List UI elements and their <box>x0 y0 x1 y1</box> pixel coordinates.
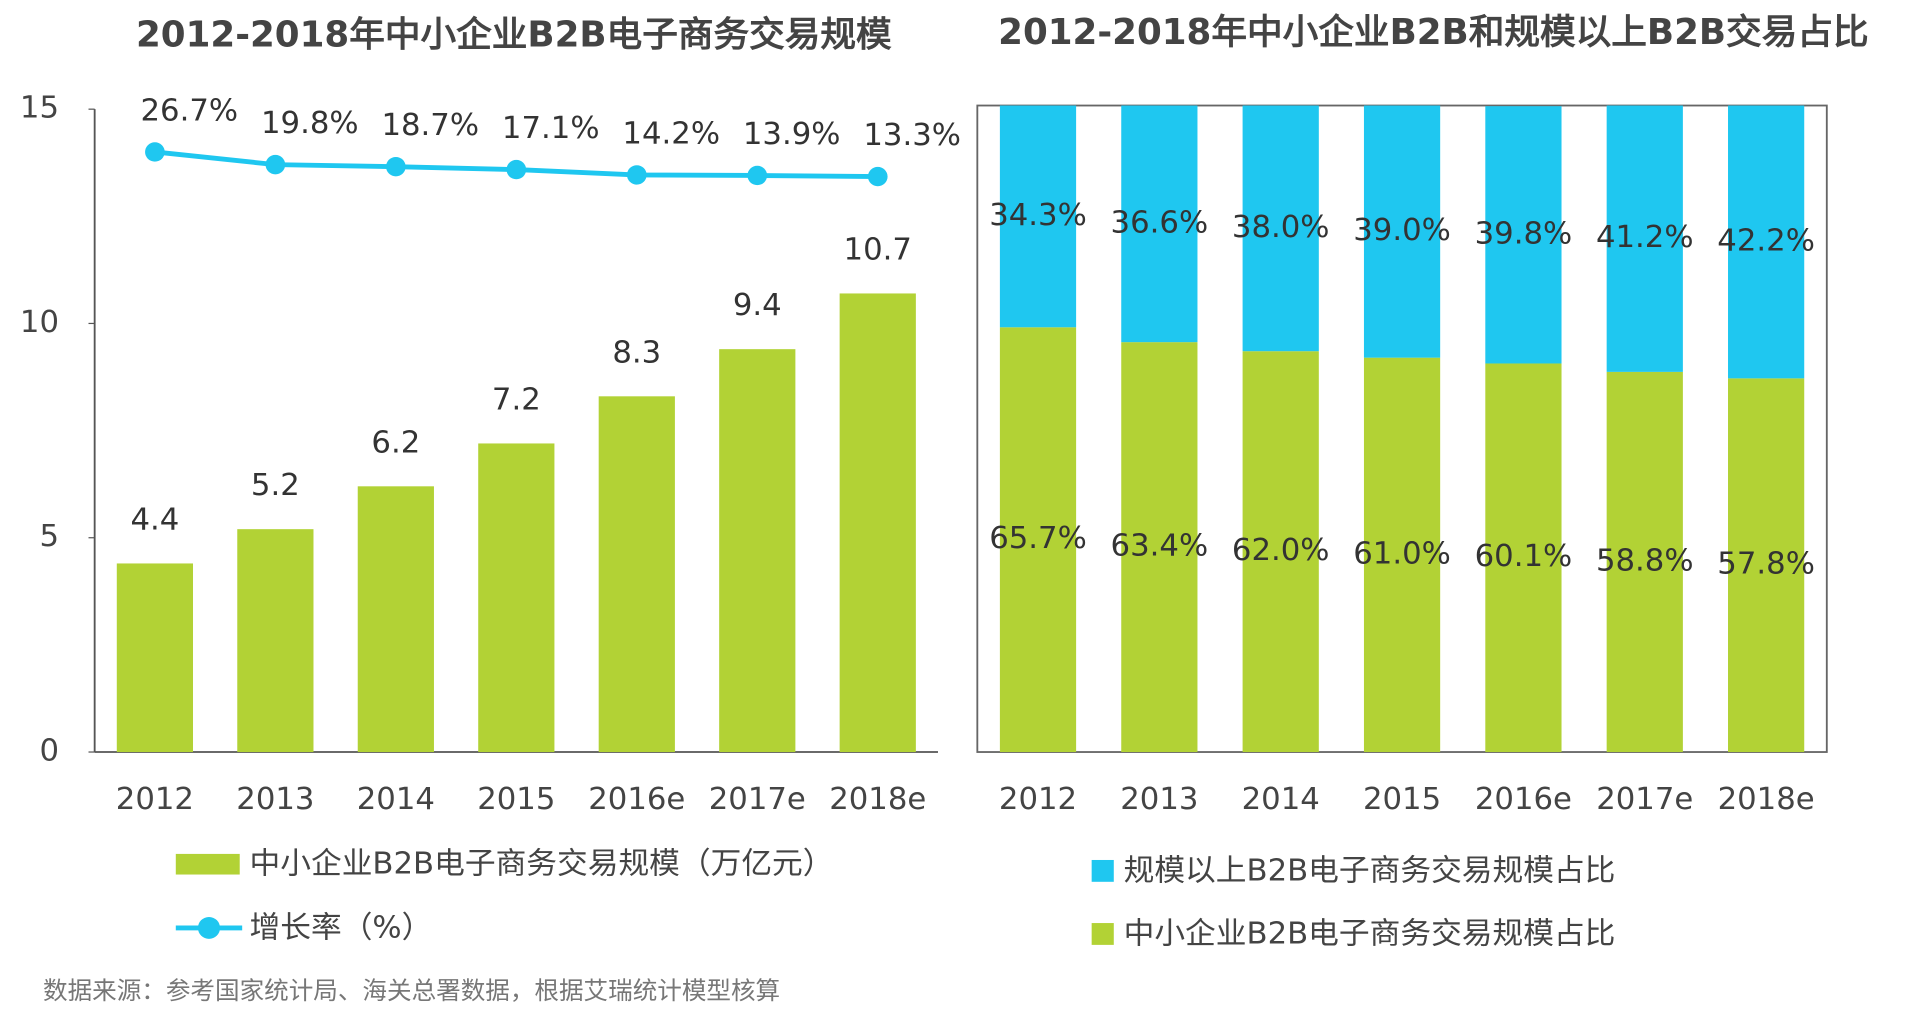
x-tick-label: 2018e <box>829 782 926 817</box>
x-tick-label: 2013 <box>1120 782 1198 817</box>
bar-value-label: 8.3 <box>612 335 661 370</box>
bar-value-label: 6.2 <box>371 425 420 460</box>
legend-label: 中小企业B2B电子商务交易规模（万亿元） <box>250 846 834 881</box>
segment-value-label: 60.1% <box>1475 539 1573 574</box>
line-point <box>506 159 527 180</box>
x-tick-label: 2015 <box>477 782 555 817</box>
bar-value-label: 7.2 <box>492 383 541 418</box>
line-value-label: 13.9% <box>743 117 841 152</box>
line-value-label: 26.7% <box>141 94 239 129</box>
stacked-bar-segment <box>1242 105 1319 352</box>
line-point <box>867 166 888 187</box>
x-tick-label: 2012 <box>999 782 1077 817</box>
stacked-bar-segment <box>1363 357 1441 753</box>
line-value-label: 19.8% <box>261 106 359 141</box>
segment-value-label: 62.0% <box>1232 533 1330 568</box>
legend-swatch <box>1091 859 1114 882</box>
x-tick-label: 2014 <box>1242 782 1320 817</box>
y-tick-label: 15 <box>20 91 59 126</box>
segment-value-label: 42.2% <box>1717 224 1815 259</box>
segment-value-label: 38.0% <box>1232 210 1330 245</box>
line-point <box>145 142 165 162</box>
bar <box>116 563 194 753</box>
line-value-label: 17.1% <box>502 111 600 146</box>
x-tick-label: 2018e <box>1718 782 1815 817</box>
legend-label: 中小企业B2B电子商务交易规模占比 <box>1124 917 1616 952</box>
stacked-bar-segment <box>999 105 1077 328</box>
line-point <box>747 165 768 186</box>
y-tick-label: 5 <box>39 519 59 554</box>
bar <box>237 529 314 753</box>
source-note: 数据来源：参考国家统计局、海关总署数据，根据艾瑞统计模型核算 <box>43 976 780 1005</box>
x-tick-label: 2015 <box>1363 782 1441 817</box>
stacked-bar-segment <box>1242 351 1319 753</box>
segment-value-label: 41.2% <box>1596 220 1694 255</box>
segment-value-label: 61.0% <box>1353 536 1451 571</box>
bar <box>478 443 555 753</box>
stacked-bar-segment <box>1728 378 1805 753</box>
bar-value-label: 5.2 <box>251 468 300 503</box>
line-value-label: 13.3% <box>863 118 961 153</box>
chart-title: 2012-2018年中小企业B2B和规模以上B2B交易占比 <box>998 12 1868 53</box>
bar-value-label: 4.4 <box>130 503 179 538</box>
stacked-bar-segment <box>1606 105 1683 372</box>
segment-value-label: 63.4% <box>1111 529 1209 564</box>
x-tick-label: 2012 <box>116 782 194 817</box>
x-tick-label: 2016e <box>588 782 685 817</box>
stacked-bar-segment <box>1606 371 1683 753</box>
segment-value-label: 57.8% <box>1717 547 1815 582</box>
stacked-bar-segment <box>1485 106 1562 364</box>
legend-label: 规模以上B2B电子商务交易规模占比 <box>1124 854 1616 889</box>
x-tick-label: 2014 <box>357 782 435 817</box>
line-point <box>386 156 406 177</box>
x-tick-label: 2017e <box>1596 782 1693 817</box>
segment-value-label: 36.6% <box>1111 205 1209 240</box>
bar <box>357 486 434 753</box>
y-tick-label: 0 <box>39 734 59 769</box>
line-value-label: 14.2% <box>622 117 720 152</box>
legend-swatch <box>197 916 221 939</box>
legend-label: 增长率（%） <box>250 911 433 946</box>
stacked-bar-segment <box>1121 342 1198 753</box>
bar-value-label: 10.7 <box>844 233 912 268</box>
stacked-bar-segment <box>999 327 1077 753</box>
bar <box>839 293 916 753</box>
bar <box>598 396 675 753</box>
line-point <box>626 165 647 185</box>
x-tick-label: 2017e <box>709 782 806 817</box>
stacked-bar-segment <box>1121 105 1198 343</box>
stacked-bar-segment <box>1728 105 1805 379</box>
segment-value-label: 34.3% <box>989 198 1087 233</box>
stacked-bar-segment <box>1363 105 1441 358</box>
x-tick-label: 2013 <box>236 782 314 817</box>
legend-swatch <box>1091 923 1114 945</box>
bar <box>719 349 796 753</box>
chart-title: 2012-2018年中小企业B2B电子商务交易规模 <box>136 15 892 56</box>
segment-value-label: 58.8% <box>1596 544 1694 579</box>
y-tick-label: 10 <box>20 305 59 340</box>
legend-swatch <box>175 853 240 875</box>
bar-value-label: 9.4 <box>733 288 782 323</box>
segment-value-label: 39.0% <box>1353 213 1451 248</box>
x-tick-label: 2016e <box>1475 782 1572 817</box>
stacked-bar-segment <box>1485 363 1562 753</box>
line-point <box>265 154 286 175</box>
line-value-label: 18.7% <box>381 108 479 143</box>
segment-value-label: 65.7% <box>989 521 1087 556</box>
segment-value-label: 39.8% <box>1475 216 1573 251</box>
